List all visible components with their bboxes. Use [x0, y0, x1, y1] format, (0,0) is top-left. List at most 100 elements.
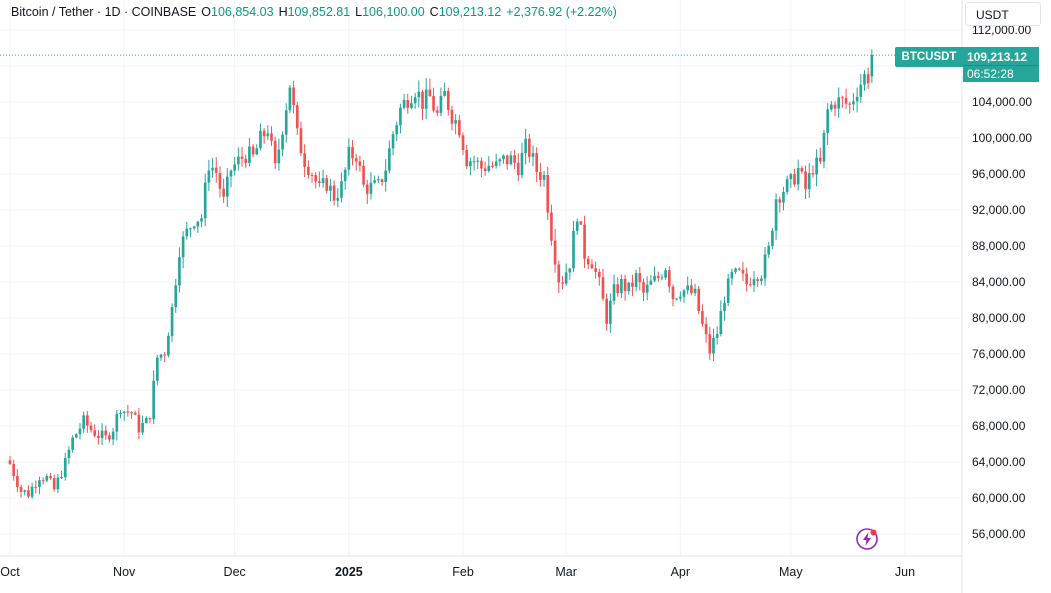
candle-body [487, 165, 491, 172]
open-label: O [201, 5, 211, 19]
candle-body [163, 354, 167, 356]
candle-body [476, 160, 480, 162]
candle-body [866, 74, 870, 84]
x-tick-label: Nov [113, 565, 136, 579]
y-tick-label: 88,000.00 [972, 239, 1026, 253]
candle-body [612, 284, 616, 301]
candle-body [723, 302, 726, 312]
candle-body [800, 167, 804, 172]
candle-body [594, 268, 597, 272]
y-tick-label: 100,000.00 [972, 131, 1032, 145]
candle-body [380, 179, 384, 183]
candle-body [384, 170, 388, 183]
candle-body [325, 178, 329, 191]
candle-body [807, 173, 811, 190]
candle-body [16, 475, 19, 487]
candle-body [708, 334, 712, 354]
candle-body [531, 153, 535, 157]
candle-body [870, 55, 874, 77]
interval-label[interactable]: 1D [104, 5, 121, 19]
candle-body [192, 226, 196, 229]
candle-body [568, 268, 572, 273]
candle-body [244, 158, 248, 163]
candle-body [60, 477, 63, 479]
candle-body [855, 96, 859, 102]
candle-body [597, 271, 601, 278]
candle-body [8, 460, 12, 464]
candle-body [697, 288, 701, 312]
candle-body [848, 103, 852, 105]
candle-body [89, 425, 93, 431]
candle-body [152, 380, 155, 420]
candle-body [605, 298, 608, 324]
candle-body [763, 254, 767, 279]
candle-body [516, 162, 520, 176]
candle-body [789, 174, 793, 180]
candle-body [546, 174, 550, 213]
candle-body [170, 307, 174, 336]
candle-body [785, 179, 789, 192]
candle-body [830, 104, 833, 110]
candle-body [93, 430, 97, 436]
candle-body [601, 277, 605, 299]
candle-body [774, 199, 778, 231]
x-tick-label: Jun [895, 565, 915, 579]
candle-body [314, 175, 318, 182]
candle-body [458, 120, 461, 136]
candle-body [329, 185, 332, 191]
candle-body [811, 173, 815, 175]
currency-button[interactable]: USDT [965, 2, 1041, 26]
candle-body [520, 153, 524, 176]
candle-body [284, 110, 288, 135]
candle-body [550, 212, 553, 241]
candle-body [288, 87, 292, 111]
candle-body [833, 104, 837, 109]
symbol-legend: Bitcoin / Tether · 1D · COINBASE O 106,85… [11, 5, 617, 19]
candle-body [211, 167, 214, 171]
candle-body [130, 412, 133, 414]
candle-body [638, 273, 642, 283]
candles [8, 49, 874, 499]
candle-body [56, 477, 60, 490]
candle-body [354, 158, 358, 162]
candle-body [627, 282, 631, 292]
candle-body [351, 147, 354, 159]
lightning-bolt-icon[interactable] [855, 527, 879, 551]
candle-body [295, 105, 299, 129]
candle-body [675, 298, 678, 300]
candle-body [553, 240, 557, 265]
y-tick-label: 64,000.00 [972, 455, 1026, 469]
candle-body [524, 138, 527, 154]
candle-body [399, 107, 402, 126]
candle-body [712, 337, 715, 354]
candle-body [343, 169, 347, 182]
candle-body [237, 156, 240, 165]
candle-body [745, 273, 748, 285]
close-label: C [429, 5, 439, 19]
y-tick-label: 92,000.00 [972, 203, 1026, 217]
candle-body [826, 109, 829, 133]
y-tick-label: 84,000.00 [972, 275, 1026, 289]
candle-body [730, 271, 734, 279]
candle-body [642, 282, 645, 293]
candle-body [362, 165, 365, 185]
candle-body [78, 428, 82, 435]
candle-body [454, 120, 457, 124]
candle-body [27, 490, 30, 497]
candle-body [837, 97, 841, 109]
candle-body [760, 278, 763, 281]
candle-body [498, 159, 502, 162]
candle-body [74, 434, 78, 438]
candle-body [465, 149, 469, 167]
grid-lines [0, 0, 962, 556]
candle-body [793, 174, 796, 185]
x-tick-label: 2025 [335, 565, 363, 579]
candle-body [686, 285, 690, 291]
candle-body [292, 87, 295, 106]
candle-body [167, 335, 170, 356]
high-value: 109,852.81 [287, 5, 351, 19]
symbol-name[interactable]: Bitcoin / Tether [11, 5, 94, 19]
candle-body [410, 103, 413, 108]
